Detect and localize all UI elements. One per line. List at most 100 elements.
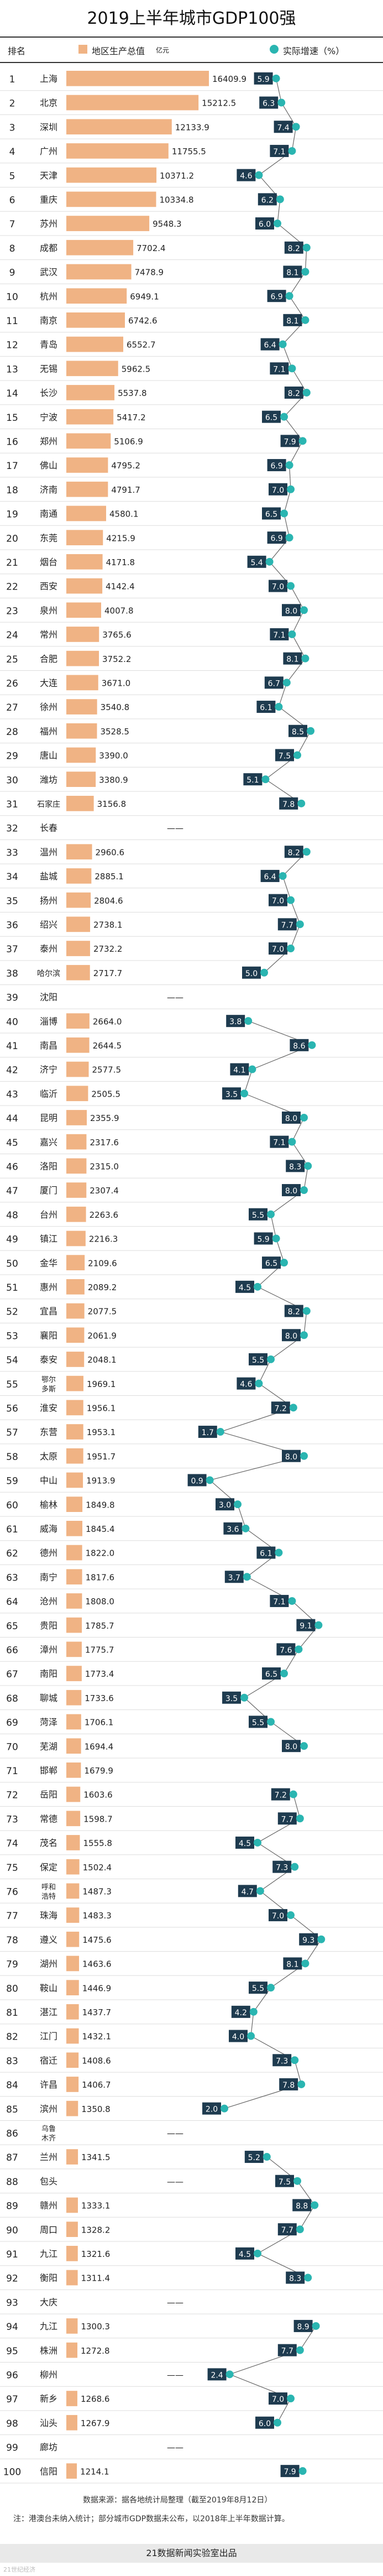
page-title: 2019上半年城市GDP100强 — [87, 9, 296, 28]
gdp-value-label: —— — [167, 2177, 183, 2187]
gdp-bar — [66, 2318, 78, 2334]
gdp-value-label: 2644.5 — [93, 1041, 122, 1051]
city-label: 呼和 — [41, 1884, 56, 1892]
city-label: 金华 — [40, 1258, 57, 1268]
rank-label: 81 — [6, 2007, 18, 2019]
gdp-value-label: 1214.1 — [80, 2467, 109, 2476]
gdp-value-label: 2077.5 — [88, 1307, 117, 1317]
gdp-chart: 1 上海 16409.92 北京 15212.53 深圳 12133.94 广州 11755.5… — [0, 71, 383, 2484]
growth-dot — [285, 292, 293, 300]
growth-label-bg — [187, 1474, 207, 1487]
growth-label-bg — [284, 386, 303, 399]
gdp-bar — [66, 2415, 77, 2431]
growth-label-bg — [280, 2465, 300, 2478]
city-label: 泰州 — [40, 943, 57, 954]
growth-label-bg — [283, 314, 302, 326]
gdp-value-label: 15212.5 — [202, 98, 236, 108]
rank-label: 21 — [6, 557, 18, 569]
growth-label-bg — [256, 1546, 276, 1559]
gdp-value-label: 1953.1 — [87, 1427, 116, 1437]
city-label: 许昌 — [40, 2079, 57, 2090]
growth-value-label: 8.8 — [296, 2202, 308, 2210]
gdp-value-label: 2804.6 — [94, 896, 123, 906]
city-label: 福州 — [40, 726, 57, 737]
growth-dot — [260, 968, 268, 977]
growth-dot — [287, 485, 295, 493]
growth-dot — [279, 340, 287, 348]
growth-dot — [275, 703, 283, 711]
rank-label: 64 — [6, 1597, 18, 1608]
growth-label-bg — [237, 169, 256, 181]
growth-label-bg — [267, 459, 286, 472]
gdp-bar — [66, 505, 107, 522]
growth-dot — [296, 920, 304, 929]
city-label: 嘉兴 — [40, 1137, 57, 1148]
growth-label-bg — [235, 2247, 254, 2260]
growth-dot — [274, 2418, 281, 2427]
city-label: 岳阳 — [40, 1790, 57, 1800]
gdp-bar — [66, 1714, 81, 1730]
city-label: 哈尔滨 — [37, 969, 60, 978]
growth-dot — [289, 1790, 297, 1798]
growth-dot — [255, 171, 263, 179]
rank-label: 93 — [6, 2297, 18, 2308]
growth-value-label: 6.4 — [264, 341, 276, 350]
gdp-value-label: 6552.7 — [127, 340, 155, 350]
growth-label-bg — [260, 869, 280, 882]
growth-value-label: 6.9 — [270, 293, 282, 301]
rank-label: 90 — [6, 2225, 18, 2236]
growth-connector — [289, 441, 303, 466]
growth-dot — [254, 1282, 261, 1291]
growth-label-bg — [277, 2223, 297, 2236]
rank-label: 52 — [6, 1307, 18, 1318]
growth-dot — [225, 2370, 234, 2379]
gdp-bar — [66, 433, 111, 449]
gdp-value-label: 2577.5 — [92, 1065, 122, 1075]
growth-value-label: 3.8 — [229, 1018, 242, 1026]
growth-connector — [282, 344, 292, 369]
growth-value-label: 6.5 — [265, 510, 277, 519]
rank-label: 29 — [6, 751, 18, 762]
growth-value-label: 8.5 — [292, 728, 304, 737]
rank-label: 19 — [6, 509, 18, 520]
growth-label-bg — [286, 2271, 305, 2284]
gdp-value-label: 1446.9 — [82, 1983, 112, 1993]
growth-value-label: 6.9 — [270, 462, 282, 471]
city-label: 佛山 — [40, 460, 57, 471]
gdp-value-label: 1808.0 — [85, 1597, 114, 1607]
gdp-bar — [66, 385, 115, 400]
growth-dot — [302, 243, 311, 252]
growth-dot — [292, 123, 300, 131]
growth-connector — [291, 127, 297, 152]
growth-label-bg — [269, 1909, 287, 1922]
growth-dot — [276, 195, 284, 204]
growth-connector — [237, 1504, 246, 1529]
city-label: 南阳 — [40, 1668, 57, 1679]
city-label: 烟台 — [40, 557, 57, 567]
growth-value-label: 8.1 — [286, 268, 298, 277]
growth-label-bg — [260, 338, 280, 351]
gdp-value-label: 2048.1 — [87, 1355, 117, 1365]
growth-value-label: 6.5 — [265, 1670, 277, 1679]
city-label: 深圳 — [40, 122, 57, 132]
city-label: 保定 — [40, 1862, 57, 1873]
growth-value-label: 6.0 — [259, 220, 271, 229]
rank-label: 78 — [6, 1935, 18, 1946]
gdp-bar — [66, 1061, 89, 1077]
growth-label-bg — [267, 290, 286, 303]
rank-label: 18 — [6, 485, 18, 496]
growth-value-label: 4.1 — [233, 1066, 245, 1075]
rank-label: 63 — [6, 1572, 18, 1583]
gdp-bar — [66, 1086, 88, 1102]
growth-value-label: 8.6 — [293, 1042, 305, 1051]
gdp-bar — [66, 481, 108, 497]
gdp-value-label: 4791.7 — [111, 485, 140, 495]
gdp-bar — [66, 578, 103, 594]
growth-label-bg — [242, 966, 261, 979]
rank-label: 83 — [6, 2056, 18, 2067]
city-label: 昆明 — [40, 1113, 57, 1123]
city-label: 长春 — [40, 823, 57, 833]
growth-dot — [296, 2346, 304, 2354]
gdp-bar — [66, 288, 127, 304]
growth-legend-label: 实际增速（%） — [283, 46, 345, 56]
